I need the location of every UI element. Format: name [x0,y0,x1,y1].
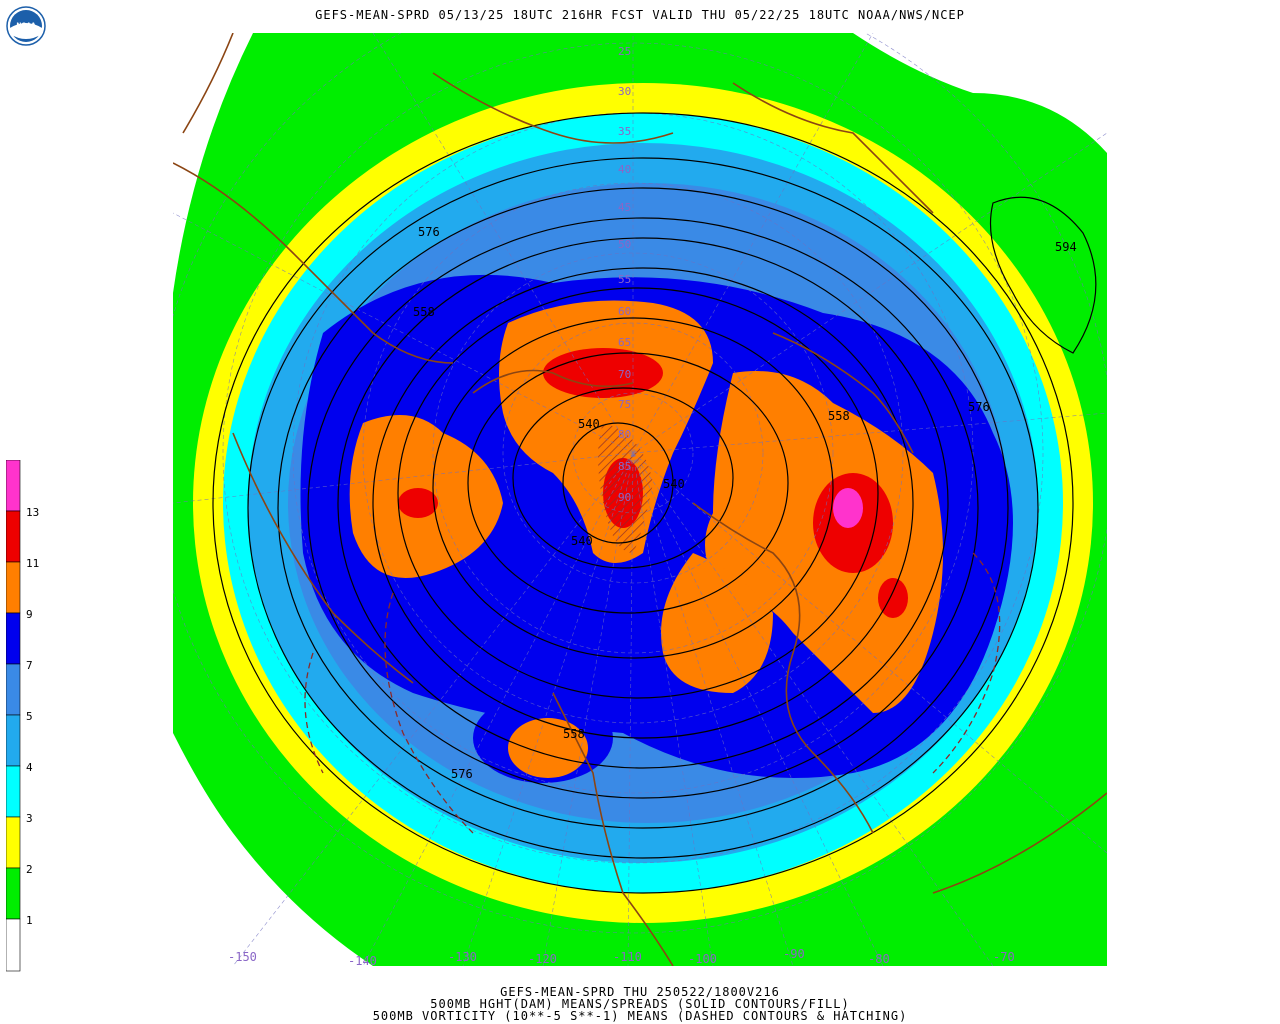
lat-label: 85 [618,460,631,473]
caption-line-3: 500MB VORTICITY (10**-5 S**-1) MEANS (DA… [372,1009,908,1023]
lat-label: 65 [618,336,631,349]
spread-band-red-1 [543,348,663,398]
contour-label: 576 [418,225,440,239]
colorbar-swatch [5,918,21,972]
spread-band-magenta [833,488,863,528]
colorbar-label: 9 [26,608,33,621]
colorbar-swatch [5,561,21,614]
contour-label: 594 [1055,240,1077,254]
contour-label: 558 [828,409,850,423]
lon-label: -140 [348,954,377,966]
map-title: GEFS-MEAN-SPRD 05/13/25 18UTC 216HR FCST… [315,8,965,22]
colorbar-swatch [5,510,21,563]
colorbar-swatch [5,612,21,665]
spread-band-red-5 [878,578,908,618]
lat-label: 45 [618,201,631,214]
spread-band-orange-low [508,718,588,778]
contour-label: 576 [451,767,473,781]
lon-label: -70 [993,950,1015,964]
contour-label: 540 [571,534,593,548]
lon-label: -120 [528,952,557,966]
contour-label: 540 [578,417,600,431]
lat-label: 80 [618,428,631,441]
lat-label: 60 [618,305,631,318]
lat-label: 90 [618,491,631,504]
colorbar-label: 1 [26,914,33,927]
colorbar-swatch [5,867,21,920]
lon-label: -80 [868,952,890,966]
lon-label: -130 [448,950,477,964]
lon-label: -90 [783,947,805,961]
colorbar-label: 11 [26,557,40,570]
caption-line-2: 500MB HGHT(DAM) MEANS/SPREADS (SOLID CON… [430,997,850,1011]
colorbar-swatch [5,663,21,716]
lat-label: 55 [618,273,631,286]
spread-colorbar: 13 11 9 7 5 4 3 2 1 [5,459,46,972]
lat-label: 35 [618,125,631,138]
lon-label: -150 [228,950,257,964]
colorbar-label: 4 [26,761,33,774]
white-corner-sw [173,733,373,966]
colorbar-label: 5 [26,710,33,723]
lat-label: 40 [618,163,631,176]
spread-band-red-4 [398,488,438,518]
spread-band-orange-south [661,553,773,693]
lat-label: 70 [618,368,631,381]
lon-label: -100 [688,952,717,966]
noaa-logo: NOAA [6,6,46,46]
colorbar-label: 3 [26,812,33,825]
lat-label: 75 [618,398,631,411]
colorbar-swatch [5,765,21,818]
lat-label: 25 [618,45,631,58]
lat-label: 50 [618,238,631,251]
contour-label: 558 [563,727,585,741]
contour-label: 540 [663,477,685,491]
colorbar-label: 13 [26,506,40,519]
logo-text: NOAA [16,22,36,29]
colorbar-swatch [5,816,21,869]
colorbar-label: 2 [26,863,33,876]
ensemble-spread-map: 25 30 35 40 45 50 55 60 65 70 75 80 85 9… [173,33,1107,966]
contour-label: 558 [413,305,435,319]
colorbar-swatch [5,714,21,767]
white-corner-ne [853,33,1107,153]
colorbar-swatch [5,459,21,512]
contour-label: 576 [968,400,990,414]
colorbar-label: 7 [26,659,33,672]
caption-line-1: GEFS-MEAN-SPRD THU 250522/1800V216 [500,985,780,999]
lat-label: 30 [618,85,631,98]
lon-label: -110 [613,950,642,964]
